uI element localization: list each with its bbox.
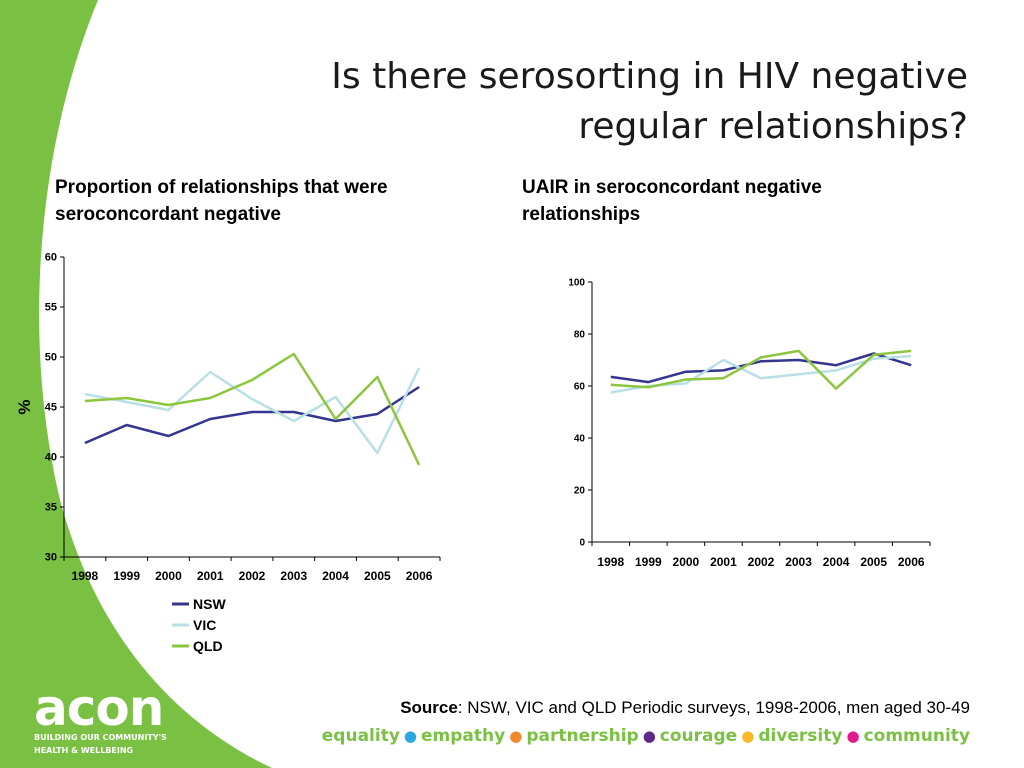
left-chart-title: Proportion of relationships that were se… [55, 177, 388, 225]
right-chart-x-tick-label: 2004 [823, 555, 850, 569]
slide-title-line2: regular relationships? [578, 106, 968, 147]
green-swoosh-background [0, 0, 272, 768]
left-chart-x-tick-label: 2001 [197, 569, 224, 583]
right-chart-y-tick-label: 60 [574, 382, 586, 393]
left-chart-y-tick-label: 35 [45, 502, 57, 514]
left-chart-x-tick-label: 2006 [406, 569, 433, 583]
logo-tagline-1: BUILDING OUR COMMUNITY'S [34, 733, 167, 742]
left-chart-y-tick-label: 40 [45, 452, 57, 464]
tagline-word-community: community [863, 726, 970, 746]
left-chart-legend-label-nsw: NSW [193, 596, 226, 612]
right-chart-x-tick-label: 2001 [710, 555, 737, 569]
tagline-word-equality: equality [321, 726, 400, 746]
left-chart-legend-label-qld: QLD [193, 638, 223, 654]
left-line-chart: 30 35 40 45 50 55 60 1998 1999 2000 2001 2002 2003 20… [15, 252, 441, 654]
right-chart-x-tick-label: 1998 [597, 555, 624, 569]
logo-tagline-2: HEALTH & WELLBEING [34, 746, 134, 755]
left-chart-line-nsw [84, 385, 420, 445]
left-chart-line-qld [84, 352, 421, 466]
tagline-dot: ● [642, 727, 656, 745]
tagline-word-partnership: partnership [526, 726, 639, 746]
left-chart-x-tick-label: 2000 [155, 569, 182, 583]
tagline-dot: ● [509, 727, 523, 745]
right-chart-x-tick-label: 2006 [898, 555, 925, 569]
left-chart-line-vic [84, 367, 421, 455]
right-chart-x-tick-label: 2005 [860, 555, 887, 569]
tagline-dot: ● [741, 727, 755, 745]
left-chart-y-tick-label: 50 [45, 352, 57, 364]
left-chart-x-tick-label: 2005 [364, 569, 391, 583]
right-chart-y-tick-label: 100 [568, 278, 585, 289]
tagline-dot: ● [403, 727, 418, 745]
right-chart-line-series-1 [610, 352, 912, 384]
source-text: : NSW, VIC and QLD Periodic surveys, 199… [457, 698, 970, 717]
tagline-word-diversity: diversity [758, 726, 843, 746]
tagline-word-courage: courage [659, 726, 738, 746]
green-swoosh-shape [0, 0, 272, 768]
right-chart-y-tick-label: 80 [574, 330, 586, 341]
right-chart-title: UAIR in seroconcordant negative relation… [522, 177, 822, 225]
slide-title-line1: Is there serosorting in HIV negative [331, 56, 968, 97]
right-chart-line-series-3 [610, 349, 912, 390]
right-chart-x-tick-label: 1999 [635, 555, 662, 569]
logo-wordmark: acon [34, 679, 164, 737]
left-chart-legend-label-vic: VIC [193, 617, 216, 633]
left-chart-x-tick-label: 1999 [113, 569, 140, 583]
right-chart-y-tick-label: 40 [574, 434, 586, 445]
right-chart-y-tick-label: 20 [574, 486, 586, 497]
left-chart-y-tick-label: 55 [45, 302, 57, 314]
left-chart-x-tick-label: 2003 [280, 569, 307, 583]
right-chart-x-tick-label: 2003 [785, 555, 812, 569]
left-chart-y-tick-label: 60 [45, 252, 57, 264]
right-line-chart: 0 20 40 60 80 100 1998 1999 2000 2001 2002 2003 2004… [568, 278, 931, 569]
values-tagline: equality ● empathy ● partnership ● courage ● div… [322, 726, 970, 746]
right-chart-x-tick-label: 2002 [748, 555, 775, 569]
left-chart-y-tick-label: 45 [45, 402, 57, 414]
left-chart-x-tick-label: 1998 [72, 569, 99, 583]
source-label: Source [400, 698, 458, 717]
left-chart-x-tick-label: 2002 [239, 569, 266, 583]
slide-title: Is there serosorting in HIV negative reg… [208, 52, 968, 152]
source-note: Source: NSW, VIC and QLD Periodic survey… [400, 698, 970, 718]
right-chart-y-tick-label: 0 [579, 538, 585, 549]
left-chart-x-tick-label: 2004 [322, 569, 349, 583]
left-chart-y-tick-label: 30 [45, 552, 57, 564]
tagline-word-empathy: empathy [421, 726, 506, 746]
tagline-dot: ● [846, 727, 860, 745]
left-chart-y-axis-label: % [15, 399, 34, 414]
right-chart-x-tick-label: 2000 [673, 555, 700, 569]
acon-logo: acon BUILDING OUR COMMUNITY'S HEALTH & W… [34, 679, 167, 756]
